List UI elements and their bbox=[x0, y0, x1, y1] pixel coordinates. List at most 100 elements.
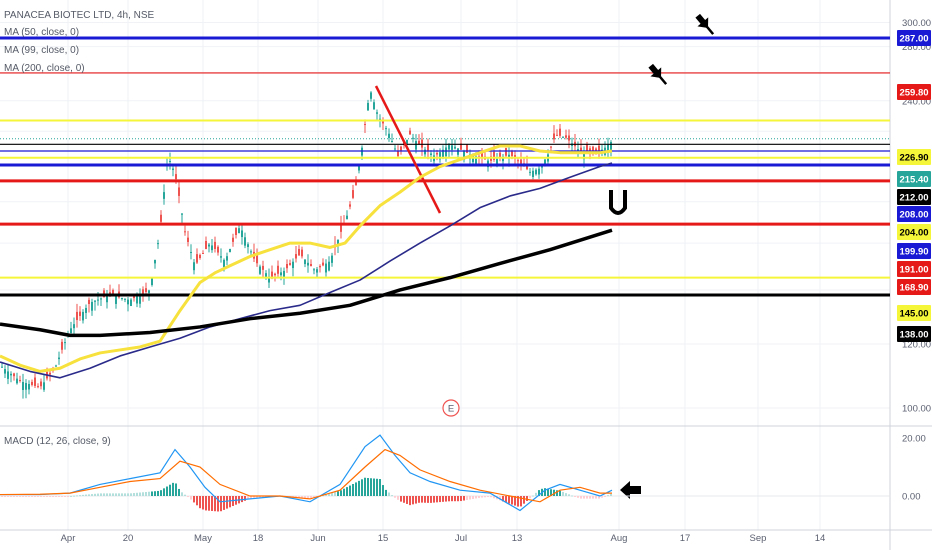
macd-histogram-bar bbox=[379, 479, 381, 496]
candle-body bbox=[430, 153, 432, 155]
candle-body bbox=[319, 266, 321, 268]
price-badge-label: 191.00 bbox=[899, 265, 928, 276]
price-badge bbox=[897, 305, 931, 321]
price-badge-label: 259.80 bbox=[899, 88, 928, 99]
price-axis-tick: 100.00 bbox=[902, 404, 931, 415]
macd-histogram-bar bbox=[529, 496, 531, 499]
macd-histogram-bar bbox=[4, 496, 6, 497]
candle-body bbox=[112, 290, 114, 296]
candle-body bbox=[418, 140, 420, 145]
candle-body bbox=[121, 298, 123, 300]
macd-histogram-bar bbox=[211, 496, 213, 511]
candle-body bbox=[601, 149, 603, 151]
candle-body bbox=[286, 263, 288, 269]
candle-body bbox=[346, 215, 348, 220]
magnet-icon bbox=[609, 190, 627, 215]
candle-body bbox=[16, 378, 18, 384]
macd-histogram-bar bbox=[400, 496, 402, 502]
macd-histogram-bar bbox=[436, 496, 438, 503]
left-arrow-icon bbox=[620, 481, 641, 499]
candle-body bbox=[556, 134, 558, 136]
macd-histogram-bar bbox=[49, 496, 51, 497]
macd-histogram-bar bbox=[574, 496, 576, 497]
macd-histogram-bar bbox=[463, 496, 465, 501]
candle-body bbox=[256, 255, 258, 264]
trendline bbox=[374, 85, 442, 214]
candle-body bbox=[157, 243, 159, 245]
macd-histogram-bar bbox=[295, 496, 297, 498]
macd-histogram-bar bbox=[292, 496, 294, 498]
macd-histogram-bar bbox=[427, 496, 429, 503]
macd-histogram-bar bbox=[601, 496, 603, 498]
macd-histogram-bar bbox=[115, 493, 117, 496]
arrow-icon-upper bbox=[648, 63, 668, 85]
macd-histogram-bar bbox=[34, 496, 36, 497]
candle-body bbox=[598, 145, 600, 152]
candle-body bbox=[262, 265, 264, 270]
macd-histogram-bar bbox=[175, 483, 177, 496]
macd-histogram-bar bbox=[457, 496, 459, 502]
macd-histogram-bar bbox=[193, 496, 195, 503]
macd-histogram-bar bbox=[169, 484, 171, 496]
time-axis-tick: 15 bbox=[378, 533, 389, 544]
time-axis-tick: 13 bbox=[512, 533, 523, 544]
candle-body bbox=[280, 272, 282, 276]
macd-histogram-bar bbox=[31, 496, 33, 497]
macd-histogram-bar bbox=[301, 496, 303, 498]
candle-body bbox=[88, 299, 90, 305]
macd-histogram-bar bbox=[538, 490, 540, 496]
macd-axis-tick: 20.00 bbox=[902, 434, 926, 445]
macd-histogram-bar bbox=[397, 496, 399, 500]
macd-histogram-bar bbox=[130, 493, 132, 496]
candle-body bbox=[568, 135, 570, 141]
candle-body bbox=[412, 137, 414, 139]
macd-histogram-bar bbox=[451, 496, 453, 502]
macd-histogram-bar bbox=[535, 492, 537, 496]
candle-body bbox=[370, 92, 372, 99]
macd-histogram-bar bbox=[262, 496, 264, 498]
candle-body bbox=[268, 276, 270, 283]
macd-histogram-bar bbox=[70, 495, 72, 497]
macd-histogram-bar bbox=[421, 496, 423, 503]
candle-body bbox=[331, 255, 333, 263]
macd-histogram-bar bbox=[559, 490, 561, 496]
macd-histogram-bar bbox=[337, 491, 339, 496]
candle-body bbox=[499, 152, 501, 158]
candle-body bbox=[247, 244, 249, 247]
macd-histogram-bar bbox=[1, 496, 3, 497]
macd-histogram-group bbox=[1, 477, 612, 512]
candle-body bbox=[508, 154, 510, 158]
macd-histogram-bar bbox=[571, 495, 573, 497]
candle-body bbox=[43, 382, 45, 390]
candle-body bbox=[235, 228, 237, 235]
candle-body bbox=[520, 159, 522, 164]
macd-histogram-bar bbox=[346, 487, 348, 496]
earnings-marker-label: E bbox=[448, 404, 454, 415]
candle-body bbox=[100, 298, 102, 300]
macd-histogram-bar bbox=[217, 496, 219, 512]
price-badge-label: 168.90 bbox=[899, 283, 928, 294]
candle-body bbox=[160, 214, 162, 222]
macd-histogram-bar bbox=[265, 496, 267, 498]
candle-body bbox=[193, 262, 195, 271]
macd-histogram-bar bbox=[226, 496, 228, 509]
macd-histogram-bar bbox=[367, 477, 369, 496]
macd-histogram-bar bbox=[592, 496, 594, 499]
macd-histogram-bar bbox=[589, 496, 591, 499]
time-axis-tick: 20 bbox=[123, 533, 134, 544]
price-badge bbox=[897, 279, 931, 295]
arrow-icon-top bbox=[695, 13, 715, 35]
macd-histogram-bar bbox=[418, 496, 420, 503]
candle-body bbox=[496, 158, 498, 165]
macd-histogram-bar bbox=[607, 495, 609, 497]
candle-body bbox=[364, 124, 366, 126]
candle-body bbox=[106, 296, 108, 303]
candle-body bbox=[19, 379, 21, 382]
candle-body bbox=[76, 311, 78, 321]
candle-body bbox=[97, 299, 99, 301]
macd-histogram-bar bbox=[595, 496, 597, 499]
candle-body bbox=[532, 170, 534, 178]
macd-histogram-bar bbox=[244, 496, 246, 501]
